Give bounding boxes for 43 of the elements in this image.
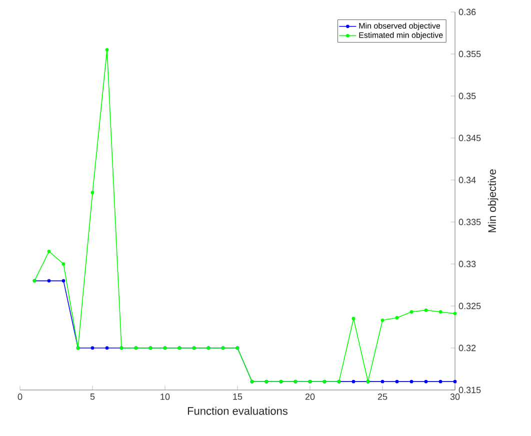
point	[90, 346, 94, 350]
point	[352, 380, 356, 384]
legend-label: Estimated min objective	[359, 32, 443, 40]
point	[438, 310, 442, 314]
x-tick-label: 5	[90, 394, 95, 400]
x-tick-label: 20	[305, 394, 315, 400]
y-tick-label: 0.33	[458, 260, 476, 268]
x-tick-label: 0	[18, 394, 22, 400]
point	[105, 346, 109, 350]
y-tick-label: 0.345	[458, 134, 481, 142]
point	[410, 380, 414, 384]
y-tick-label: 0.32	[458, 344, 476, 352]
point	[105, 48, 109, 52]
y-tick-label: 0.315	[458, 386, 481, 394]
y-tick-label: 0.355	[458, 50, 481, 58]
y-tick-label: 0.335	[458, 218, 481, 226]
x-tick-label: 15	[233, 394, 242, 400]
y-tick-label: 0.34	[458, 176, 476, 184]
point	[424, 308, 428, 312]
point	[352, 316, 356, 320]
point	[453, 380, 457, 384]
point	[47, 250, 51, 254]
y-tick-label: 0.325	[458, 302, 481, 310]
x-tick-label: 10	[160, 394, 170, 400]
y-axis-title: Min objective	[488, 169, 498, 232]
point	[380, 380, 384, 384]
y-tick-label: 0.35	[458, 92, 476, 100]
point	[424, 380, 428, 384]
point	[453, 312, 457, 316]
point	[47, 279, 51, 282]
point	[90, 190, 94, 194]
point	[395, 316, 399, 320]
point	[395, 380, 399, 384]
point	[410, 310, 414, 314]
point	[438, 380, 442, 384]
point	[62, 279, 66, 282]
legend-label: Min observed objective	[359, 22, 440, 30]
x-axis-title: Function evaluations	[188, 406, 288, 415]
x-tick-label: 30	[450, 394, 460, 400]
x-tick-label: 25	[378, 394, 388, 400]
y-tick-label: 0.36	[458, 8, 476, 16]
point	[380, 318, 384, 322]
point	[62, 262, 66, 266]
